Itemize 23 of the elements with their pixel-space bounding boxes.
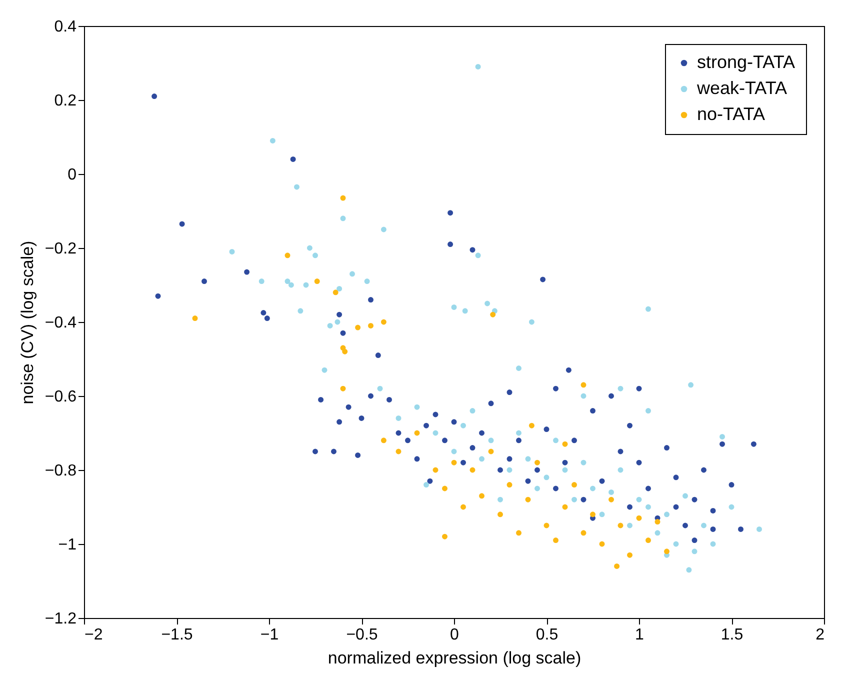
x-tick-label: −2 — [84, 626, 103, 644]
y-tick-label: −0.6 — [44, 388, 77, 406]
x-tick-label: 1 — [635, 626, 644, 644]
x-tick-label: −0.5 — [346, 626, 378, 644]
legend-label: no-TATA — [697, 104, 766, 124]
y-tick-label: −0.8 — [44, 462, 77, 480]
x-tick-label: 1.5 — [720, 626, 744, 644]
legend-label: weak-TATA — [696, 78, 788, 98]
y-tick-label: 0.2 — [54, 92, 77, 110]
y-tick-label: −0.4 — [44, 314, 77, 332]
y-tick-label: −1 — [58, 536, 77, 554]
x-tick-label: 0.5 — [536, 626, 558, 644]
x-tick-label: −1 — [260, 626, 279, 644]
x-tick-label: 0 — [450, 626, 460, 644]
y-tick-label: −0.2 — [44, 240, 77, 258]
y-tick-label: −1.2 — [44, 610, 77, 628]
x-tick-label: 2 — [816, 626, 825, 644]
y-tick-label: 0 — [68, 166, 77, 184]
x-axis-title: normalized expression (log scale) — [328, 648, 582, 668]
legend-label: strong-TATA — [697, 52, 796, 72]
x-tick-label: −1.5 — [161, 626, 193, 644]
y-axis-title: noise (CV) (log scale) — [18, 240, 37, 404]
y-tick-label: 0.4 — [54, 18, 77, 36]
